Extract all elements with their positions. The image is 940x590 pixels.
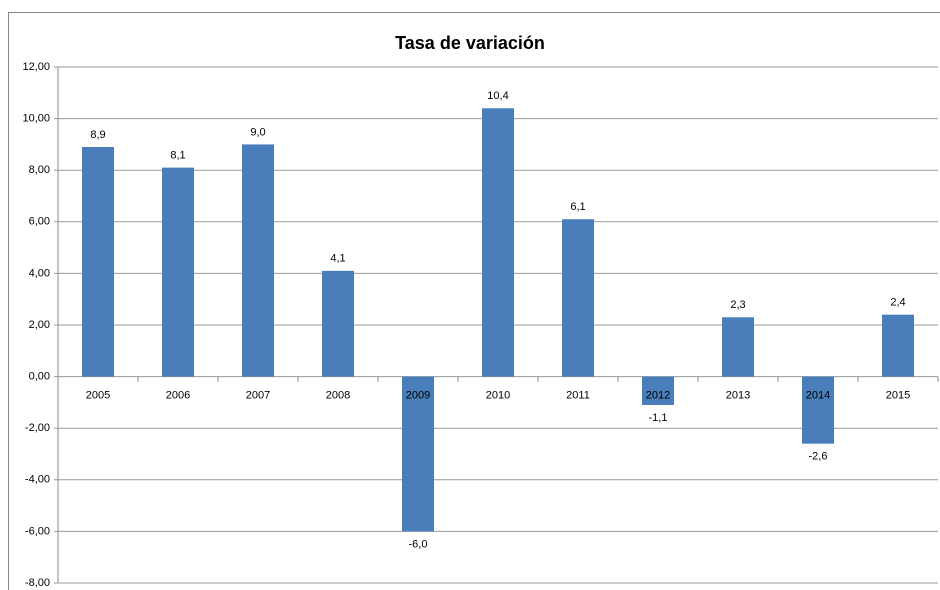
bar: [402, 376, 434, 532]
bar: [482, 108, 514, 377]
bar: [242, 144, 274, 377]
bar: [722, 317, 754, 377]
y-tick-label: 12,00: [22, 61, 50, 73]
y-tick-label: 10,00: [22, 113, 50, 125]
bar: [802, 376, 834, 444]
y-tick-label: -2,00: [25, 422, 50, 434]
value-label: -2,6: [809, 451, 828, 463]
value-label: 8,9: [90, 129, 105, 141]
x-tick-label: 2013: [726, 390, 750, 402]
x-tick-label: 2015: [886, 390, 910, 402]
x-tick-label: 2010: [486, 390, 510, 402]
value-label: 8,1: [170, 150, 185, 162]
x-tick-label: 2006: [166, 390, 190, 402]
y-tick-label: -6,00: [25, 525, 50, 537]
value-label: -6,0: [409, 538, 428, 550]
y-tick-label: 4,00: [29, 267, 50, 279]
value-label: 6,1: [570, 201, 585, 213]
bar: [562, 219, 594, 377]
x-tick-label: 2005: [86, 390, 110, 402]
bar: [162, 167, 194, 377]
y-tick-label: -4,00: [25, 474, 50, 486]
value-label: 9,0: [250, 126, 265, 138]
bar: [882, 314, 914, 377]
x-tick-label: 2007: [246, 390, 270, 402]
x-tick-label: 2009: [406, 390, 430, 402]
value-label: 10,4: [487, 90, 508, 102]
value-label: 4,1: [330, 253, 345, 265]
x-tick-label: 2011: [566, 390, 590, 402]
x-tick-label: 2012: [646, 390, 670, 402]
chart-frame: [8, 12, 940, 590]
y-tick-label: 0,00: [29, 371, 50, 383]
value-label: 2,3: [730, 299, 745, 311]
y-tick-label: 2,00: [29, 319, 50, 331]
chart-title: Tasa de variación: [395, 33, 545, 53]
y-tick-label: 8,00: [29, 164, 50, 176]
y-tick-label: 6,00: [29, 216, 50, 228]
y-tick-label: -8,00: [25, 577, 50, 589]
bar: [322, 270, 354, 377]
bar: [82, 146, 114, 377]
x-tick-label: 2014: [806, 390, 830, 402]
x-tick-label: 2008: [326, 390, 350, 402]
value-label: -1,1: [649, 412, 668, 424]
bar: [642, 376, 674, 405]
value-label: 2,4: [890, 297, 905, 309]
